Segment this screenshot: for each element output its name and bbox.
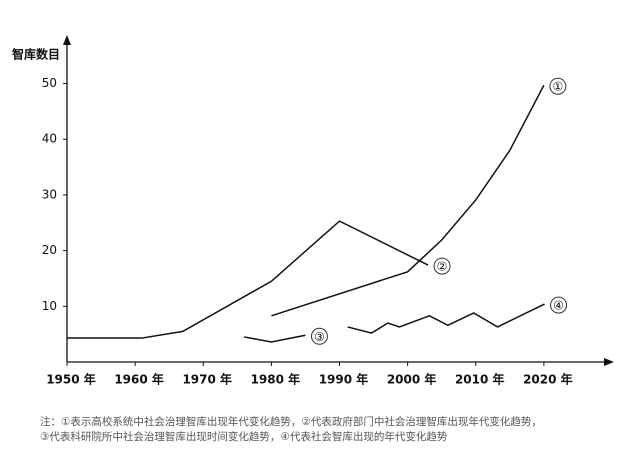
y-tick-label: 40 xyxy=(42,132,57,146)
series-line xyxy=(243,334,306,343)
x-tick-label: 1970 年 xyxy=(182,372,232,387)
x-tick-label: 1950 年 xyxy=(46,372,96,387)
series-line xyxy=(67,220,429,339)
x-tick-label: 1990 年 xyxy=(319,372,369,387)
y-tick-label: 10 xyxy=(42,299,57,313)
series-label-circle xyxy=(550,296,568,314)
x-tick-label: 2000 年 xyxy=(387,372,437,387)
series-line xyxy=(271,84,545,317)
x-tick-label: 2010 年 xyxy=(455,372,505,387)
series-label-circle xyxy=(549,77,567,95)
y-tick-label: 30 xyxy=(42,187,57,201)
y-axis-label: 智库数目 xyxy=(11,47,60,62)
y-axis-arrow xyxy=(63,35,71,45)
series-line xyxy=(347,303,545,334)
series-label: ④ xyxy=(553,299,564,313)
series-label-circle xyxy=(433,257,451,275)
note: 注：①表示高校系统中社会治理智库出现年代变化趋势，②代表政府部门中社会治理智库出… xyxy=(40,415,542,428)
series-label: ① xyxy=(552,80,563,94)
x-axis-arrow xyxy=(604,358,614,366)
note: ③代表科研院所中社会治理智库出现时间变化趋势，④代表社会智库出现的年代变化趋势 xyxy=(40,430,448,443)
x-tick-label: 1980 年 xyxy=(251,372,301,387)
series-label: ② xyxy=(437,260,448,274)
y-tick-label: 20 xyxy=(42,243,57,257)
x-tick-label: 2020 年 xyxy=(523,372,573,387)
series-label: ③ xyxy=(314,330,325,344)
x-tick-label: 1960 年 xyxy=(114,372,164,387)
y-tick-label: 50 xyxy=(42,76,57,90)
series-label-circle xyxy=(310,327,328,345)
